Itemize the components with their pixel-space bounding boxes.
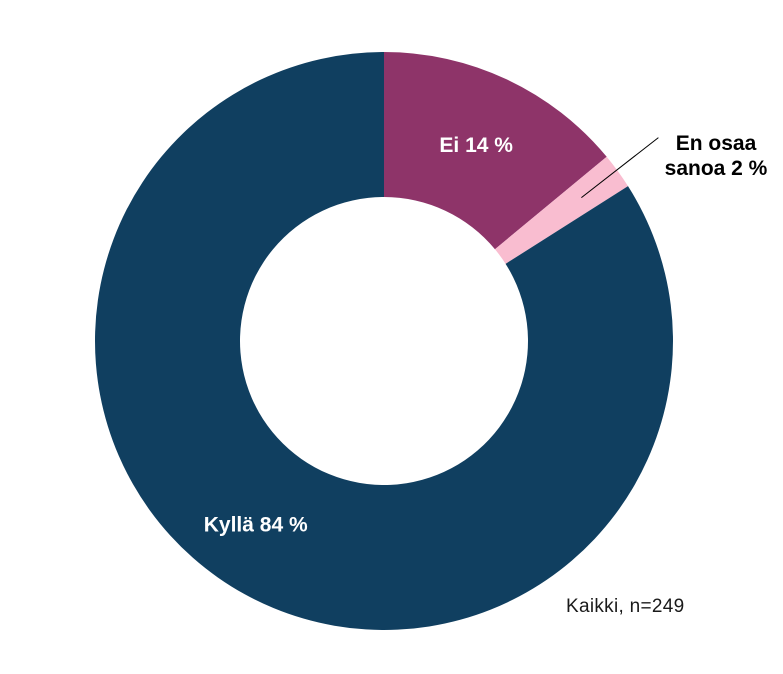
slice-en-osaa-sanoa — [494, 156, 629, 264]
sample-note: Kaikki, n=249 — [566, 596, 685, 617]
labels-group: Ei 14 % En osaa sanoa 2 % Kyllä 84 % — [204, 132, 768, 536]
leader-line-en-osaa-sanoa — [581, 137, 659, 198]
leader-lines-group — [581, 137, 659, 198]
slices-group — [94, 52, 674, 630]
slice-kylla — [94, 52, 674, 630]
slice-ei — [384, 52, 607, 250]
label-kylla: Kyllä 84 % — [204, 513, 308, 536]
label-ei: Ei 14 % — [439, 134, 513, 157]
label-en-osaa-sanoa: En osaa sanoa 2 % — [665, 132, 768, 180]
